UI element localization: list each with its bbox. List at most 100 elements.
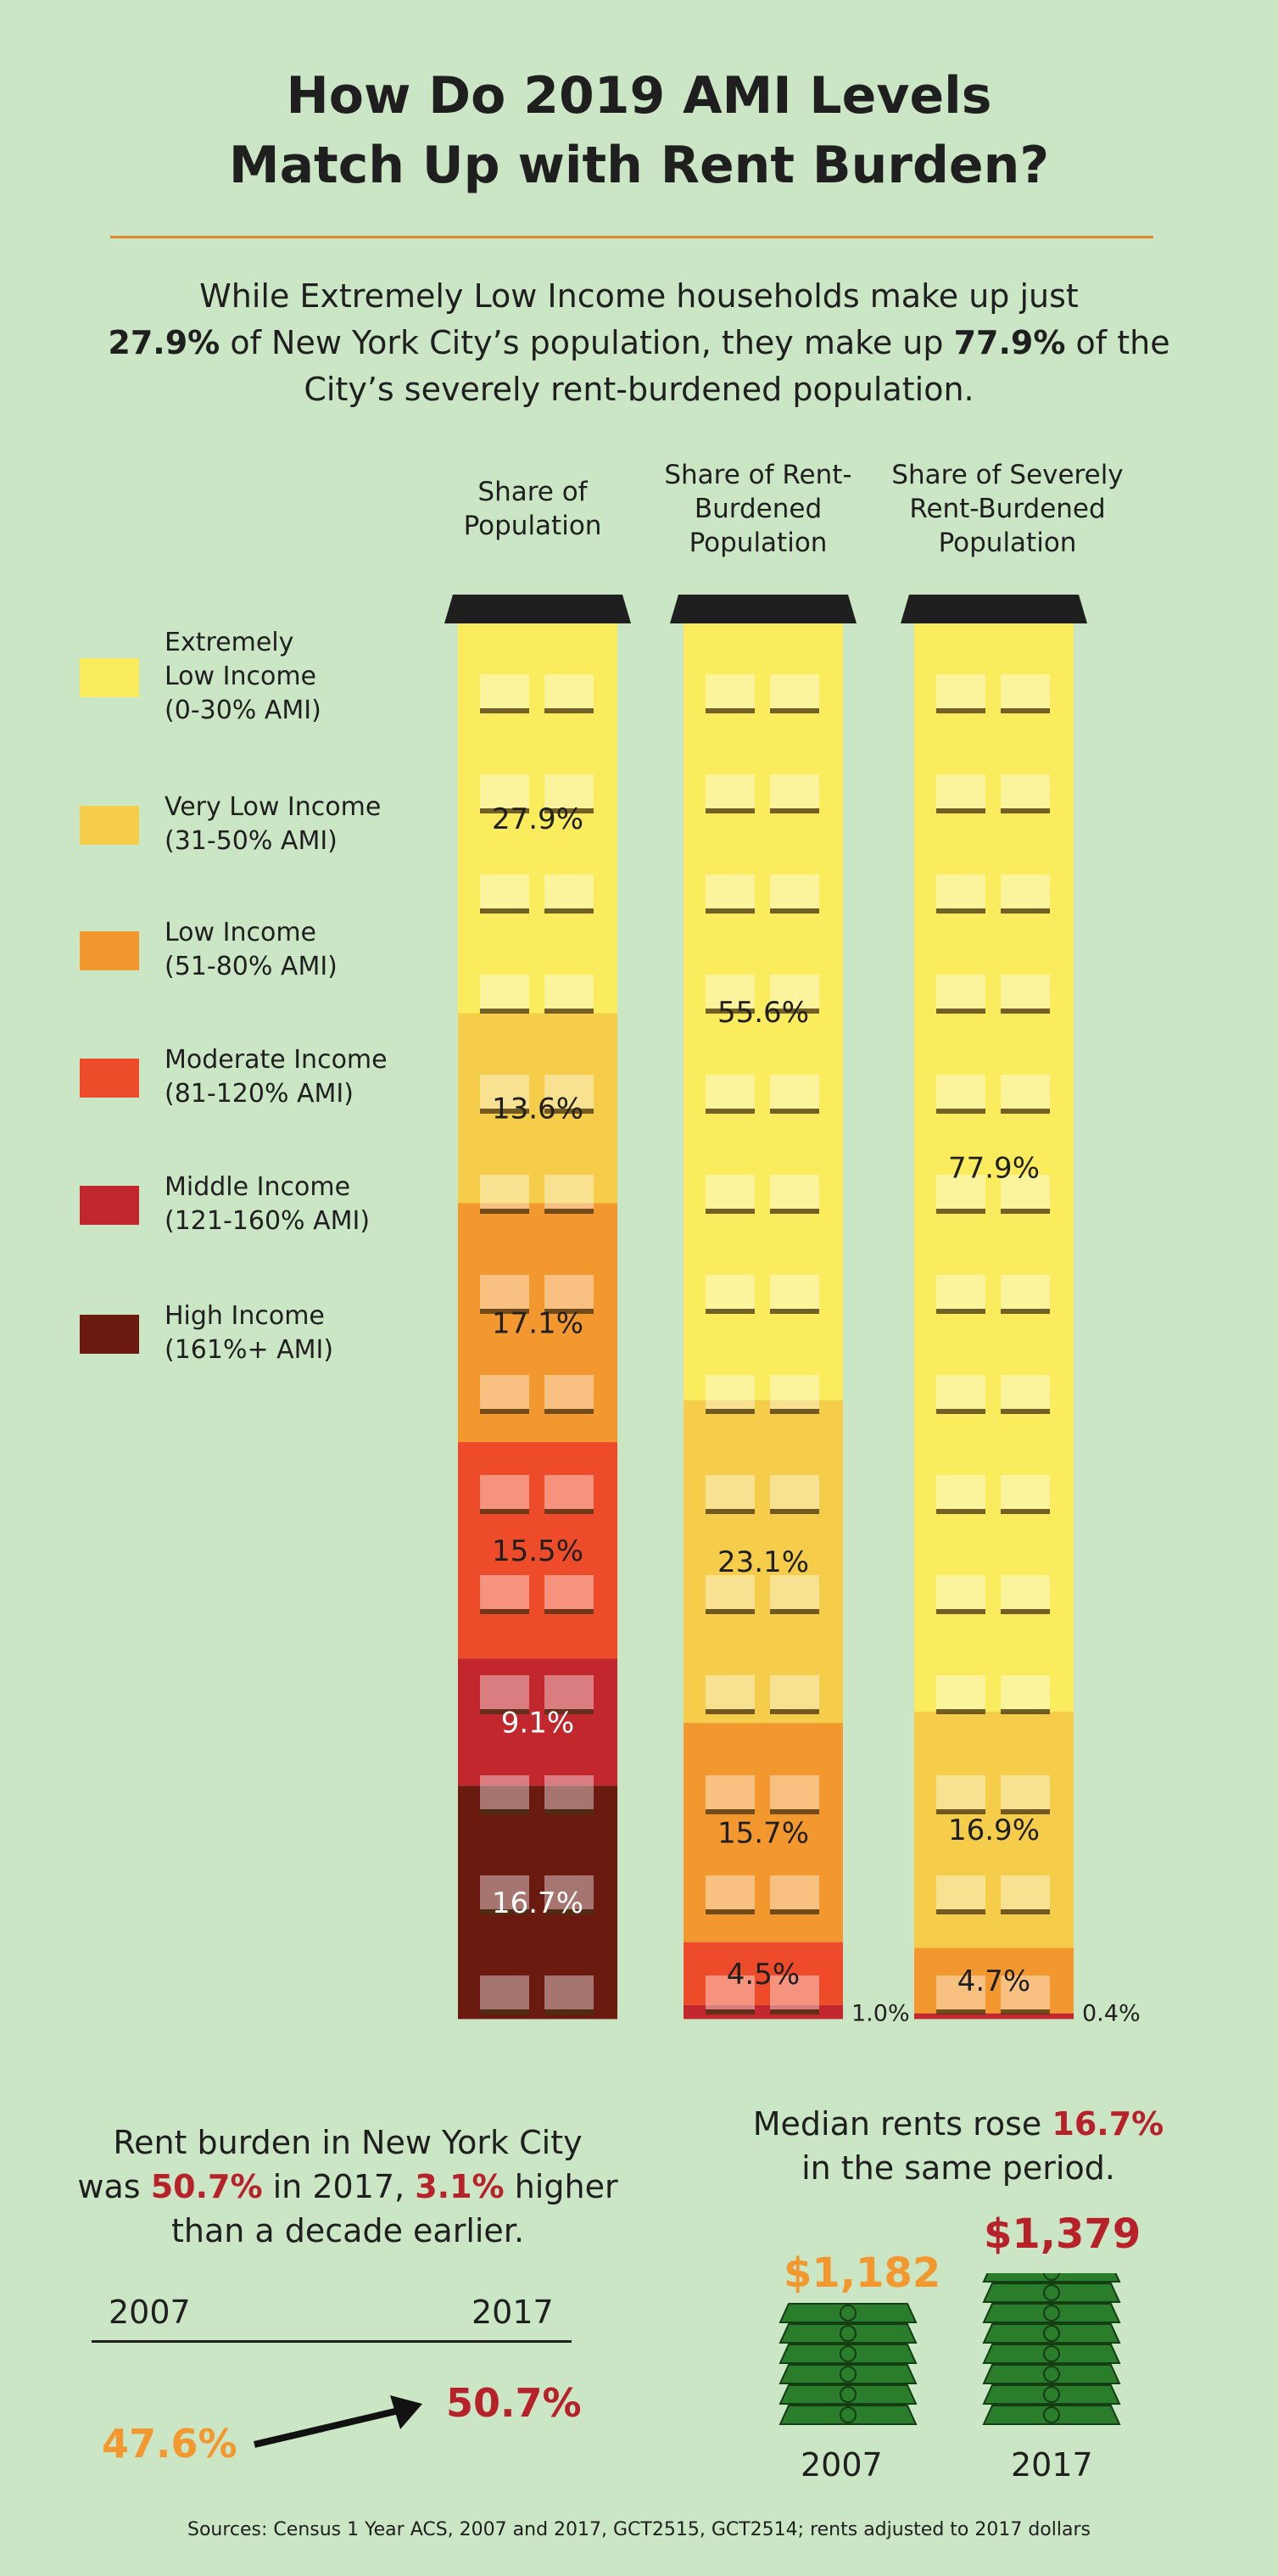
data-label: 16.7%	[492, 1886, 583, 1920]
dollar-coin-icon	[1043, 2406, 1060, 2423]
building-window	[480, 1575, 529, 1609]
data-label: 23.1%	[717, 1545, 809, 1579]
window-sill	[936, 1909, 985, 1914]
rent-burden-timeline	[92, 2340, 572, 2343]
building-window	[706, 874, 755, 908]
building-window	[480, 1275, 529, 1309]
data-label: 0.4%	[1082, 2000, 1141, 2026]
window-sill	[936, 1509, 985, 1514]
dollar-coin-icon	[1043, 2386, 1060, 2403]
bar-segment	[458, 1442, 617, 1659]
window-sill	[480, 1509, 529, 1514]
building-window	[480, 1975, 529, 2009]
window-sill	[706, 2009, 755, 2014]
building-window	[706, 1175, 755, 1209]
window-sill	[936, 1109, 985, 1114]
money-bill	[982, 2303, 1121, 2323]
window-sill	[1001, 908, 1050, 914]
window-sill	[706, 1409, 755, 1414]
rent-burden-year-end: 2017	[472, 2294, 554, 2331]
data-label: 16.9%	[948, 1813, 1040, 1847]
column-header-severely-rent-burdened: Share of Severely Rent-Burdened Populati…	[891, 460, 1124, 558]
building-window	[544, 975, 594, 1009]
legend-item-high: High Income (161%+ AMI)	[80, 1299, 470, 1393]
dollar-coin-icon	[840, 2406, 857, 2423]
money-bill	[779, 2384, 918, 2405]
window-sill	[936, 1409, 985, 1414]
building-window	[480, 1775, 529, 1809]
stacked-building-chart: 27.9% 13.6% 17.1% 15.5% 9.1% 16.7% 55.6% 23.1% 1…	[444, 595, 1141, 2026]
window-sill	[544, 1309, 594, 1314]
window-sill	[936, 1609, 985, 1614]
building-window	[544, 1175, 594, 1209]
building-window	[706, 1575, 755, 1609]
window-sill	[936, 1309, 985, 1314]
building-window	[1001, 1475, 1050, 1509]
data-label: 4.5%	[727, 1958, 800, 1992]
legend-swatch	[80, 1315, 139, 1354]
window-sill	[1001, 708, 1050, 713]
window-sill	[936, 2009, 985, 2014]
building-window	[544, 1975, 594, 2009]
window-sill	[480, 1009, 529, 1014]
building-roof	[901, 595, 1087, 623]
building-window	[706, 1075, 755, 1109]
money-bill	[982, 2384, 1121, 2405]
median-rent-year-2017: 2017	[1011, 2446, 1093, 2484]
money-bill	[779, 2323, 918, 2344]
building-window	[770, 1975, 819, 2009]
window-sill	[936, 1809, 985, 1814]
building-window	[770, 1775, 819, 1809]
window-sill	[770, 1209, 819, 1214]
window-sill	[706, 1909, 755, 1914]
building-window	[1001, 1975, 1050, 2009]
window-sill	[544, 1909, 594, 1914]
building-window	[1001, 1275, 1050, 1309]
infographic-title: How Do 2019 AMI Levels Match Up with Ren…	[0, 61, 1278, 200]
legend-label: Low Income (51-80% AMI)	[165, 918, 338, 981]
dollar-coin-icon	[840, 2345, 857, 2362]
building-window	[544, 1475, 594, 1509]
dollar-coin-icon	[1043, 2284, 1060, 2301]
building-window	[544, 1375, 594, 1409]
window-sill	[770, 1309, 819, 1314]
median-rents-increase: 16.7%	[1052, 2105, 1164, 2143]
building-window	[770, 1275, 819, 1309]
building-window	[1001, 1875, 1050, 1909]
window-sill	[1001, 1409, 1050, 1414]
money-bill	[982, 2323, 1121, 2344]
rent-burden-2017-pct: 50.7%	[150, 2168, 263, 2205]
building-window	[544, 674, 594, 708]
building-window	[480, 975, 529, 1009]
data-label: 77.9%	[948, 1152, 1040, 1186]
title-line-2: Match Up with Rent Burden?	[228, 136, 1050, 195]
building-window	[480, 1675, 529, 1709]
building-window	[936, 1775, 985, 1809]
rent-burden-year-start: 2007	[109, 2294, 191, 2331]
data-label: 15.5%	[492, 1534, 583, 1568]
bar-segment	[684, 1400, 843, 1724]
window-sill	[480, 808, 529, 813]
building-window	[936, 1475, 985, 1509]
building-window	[936, 1575, 985, 1609]
dollar-coin-icon	[1043, 2305, 1060, 2322]
building-roof	[444, 595, 631, 623]
bar-segment	[684, 1942, 843, 2005]
rent-burden-text: Rent burden in New York City was 50.7% i…	[51, 2121, 645, 2253]
window-sill	[544, 1509, 594, 1514]
window-sill	[544, 1009, 594, 1014]
window-sill	[1001, 2009, 1050, 2014]
building-window	[936, 874, 985, 908]
window-sill	[544, 908, 594, 914]
median-rent-2007: $1,182	[784, 2249, 941, 2297]
building-window	[706, 674, 755, 708]
window-sill	[770, 908, 819, 914]
legend-swatch	[80, 931, 139, 970]
data-label: 9.1%	[501, 1706, 574, 1740]
dollar-coin-icon	[840, 2366, 857, 2383]
intro-part-1: While Extremely Low Income households ma…	[199, 277, 1079, 315]
window-sill	[544, 1209, 594, 1214]
legend-label: Very Low Income (31-50% AMI)	[165, 792, 382, 856]
intro-pct-severe: 77.9%	[953, 324, 1066, 361]
building-window	[936, 1175, 985, 1209]
